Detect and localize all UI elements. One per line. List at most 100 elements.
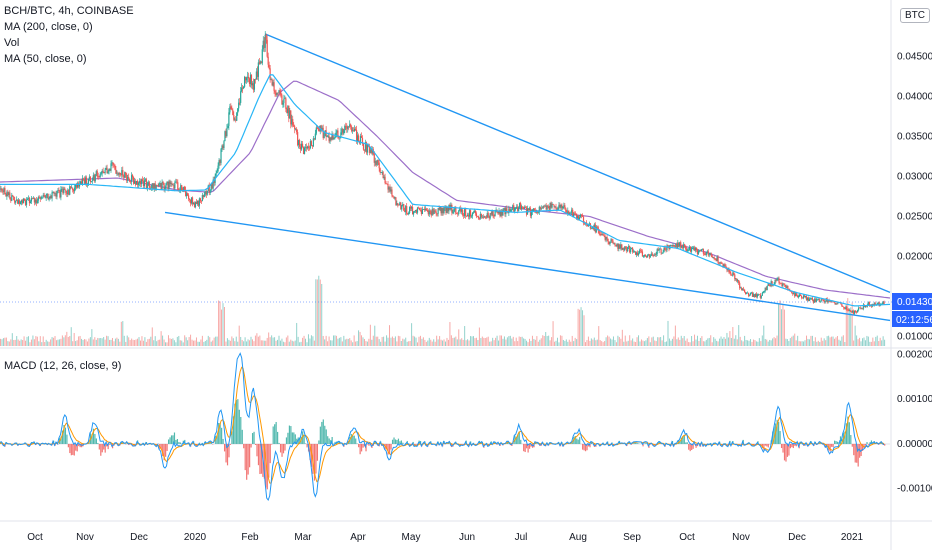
volume-bar (400, 341, 402, 346)
volume-bar (663, 335, 665, 346)
volume-bar (5, 337, 7, 346)
macd-histogram-bar (246, 443, 248, 480)
volume-bar (527, 342, 529, 346)
volume-bar (418, 336, 420, 346)
macd-histogram-bar (391, 439, 394, 444)
candle-body (58, 190, 60, 191)
macd-histogram-bar (511, 443, 513, 446)
candle-body (142, 181, 145, 186)
candle-body (34, 199, 36, 203)
volume-bar (417, 342, 419, 346)
volume-bar (85, 339, 87, 346)
main-legend: BCH/BTC, 4h, COINBASE MA (200, close, 0)… (4, 3, 134, 67)
symbol-title[interactable]: BCH/BTC, 4h, COINBASE (4, 5, 134, 17)
candle-body (163, 183, 165, 190)
volume-bar (698, 340, 700, 346)
candle-body (299, 140, 301, 147)
macd-histogram-bar (763, 443, 765, 451)
candle-body (664, 247, 666, 250)
macd-histogram-bar (780, 443, 783, 449)
macd-title[interactable]: MACD (12, 26, close, 9) (4, 360, 122, 372)
time-tick-label: Apr (350, 532, 366, 543)
macd-histogram-bar (287, 432, 289, 444)
ma50-legend[interactable]: MA (50, close, 0) (4, 53, 87, 65)
candle-body (324, 130, 326, 133)
macd-histogram-bar (584, 443, 587, 452)
trendlines[interactable] (0, 33, 892, 322)
candle-body (494, 210, 496, 217)
candle-body (481, 216, 483, 218)
volume-bar (235, 336, 237, 346)
candle-body (568, 210, 570, 215)
candle-body (64, 188, 66, 190)
candle-body (241, 87, 243, 92)
candle-body (638, 250, 641, 254)
volume-bar (676, 339, 678, 346)
candle-body (38, 197, 40, 198)
candle-body (310, 141, 313, 146)
candle-body (333, 137, 335, 140)
candle-body (87, 179, 90, 184)
volume-bar (193, 340, 195, 346)
candle-body (138, 181, 141, 184)
volume-bar (58, 339, 60, 346)
candle-body (345, 126, 347, 128)
volume-bar (318, 275, 320, 346)
candle-body (5, 193, 7, 197)
candle-body (251, 83, 254, 86)
candle-body (229, 106, 231, 113)
volume-bar (190, 334, 192, 346)
candle-body (337, 130, 339, 138)
candle-body (624, 246, 626, 251)
candle-body (468, 210, 471, 217)
candle-body (729, 271, 731, 273)
candle-body (109, 168, 111, 171)
volume-bar (92, 339, 94, 346)
volume-bar (23, 336, 25, 346)
volume-bar (708, 337, 710, 346)
volume-bar (539, 339, 541, 346)
volume-bar (854, 325, 856, 346)
candle-body (690, 248, 693, 252)
volume-bar (442, 340, 444, 346)
macd-histogram-bar (368, 443, 370, 446)
currency-badge[interactable]: BTC (900, 8, 930, 23)
candle-body (194, 202, 197, 208)
volume-bar (515, 337, 517, 346)
macd-histogram-bar (249, 443, 251, 468)
volume-bar (297, 336, 299, 346)
volume-bar (94, 337, 96, 346)
candle-body (59, 190, 61, 198)
candle-body (62, 188, 64, 193)
volume-bar (742, 341, 744, 346)
candle-body (608, 242, 610, 245)
volume-bar (346, 338, 348, 346)
candle-body (698, 250, 701, 252)
candle-body (386, 183, 388, 185)
candle-body (363, 149, 366, 151)
candle-body (122, 170, 124, 176)
volume-bar (757, 341, 759, 346)
candle-body (525, 207, 528, 215)
candle-body (113, 164, 115, 166)
macd-panel (0, 352, 890, 502)
candle-body (268, 64, 270, 69)
volume-bar (381, 337, 383, 346)
candle-body (35, 199, 37, 204)
volume-bar (221, 309, 223, 346)
macd-histogram-bar (766, 443, 768, 447)
volume-legend[interactable]: Vol (4, 37, 20, 49)
macd-histogram-bar (408, 443, 410, 444)
volume-bar (632, 338, 634, 346)
candle-body (338, 137, 340, 139)
macd-histogram-bar (854, 443, 856, 463)
ma200-legend[interactable]: MA (200, close, 0) (4, 21, 93, 33)
candle-body (126, 174, 128, 181)
candle-body (806, 297, 809, 301)
macd-histogram-bar (66, 434, 68, 444)
candle-body (850, 310, 852, 312)
candle-body (224, 131, 226, 142)
candle-body (186, 193, 188, 197)
candle-body (715, 258, 717, 261)
